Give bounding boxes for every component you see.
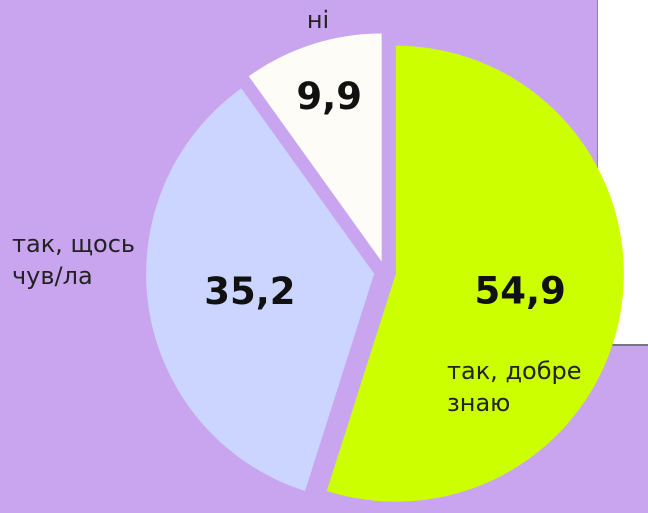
category-label: так, щось чув/ла: [12, 230, 136, 290]
value-label: 35,2: [204, 270, 295, 313]
category-label: ні: [306, 6, 330, 34]
pie-slice: [146, 88, 375, 492]
value-label: 9,9: [296, 75, 362, 118]
pie-slice: [326, 45, 624, 502]
value-label: 54,9: [475, 269, 566, 312]
category-label: так, добре знаю: [447, 357, 582, 417]
pie-slice: [248, 33, 382, 262]
